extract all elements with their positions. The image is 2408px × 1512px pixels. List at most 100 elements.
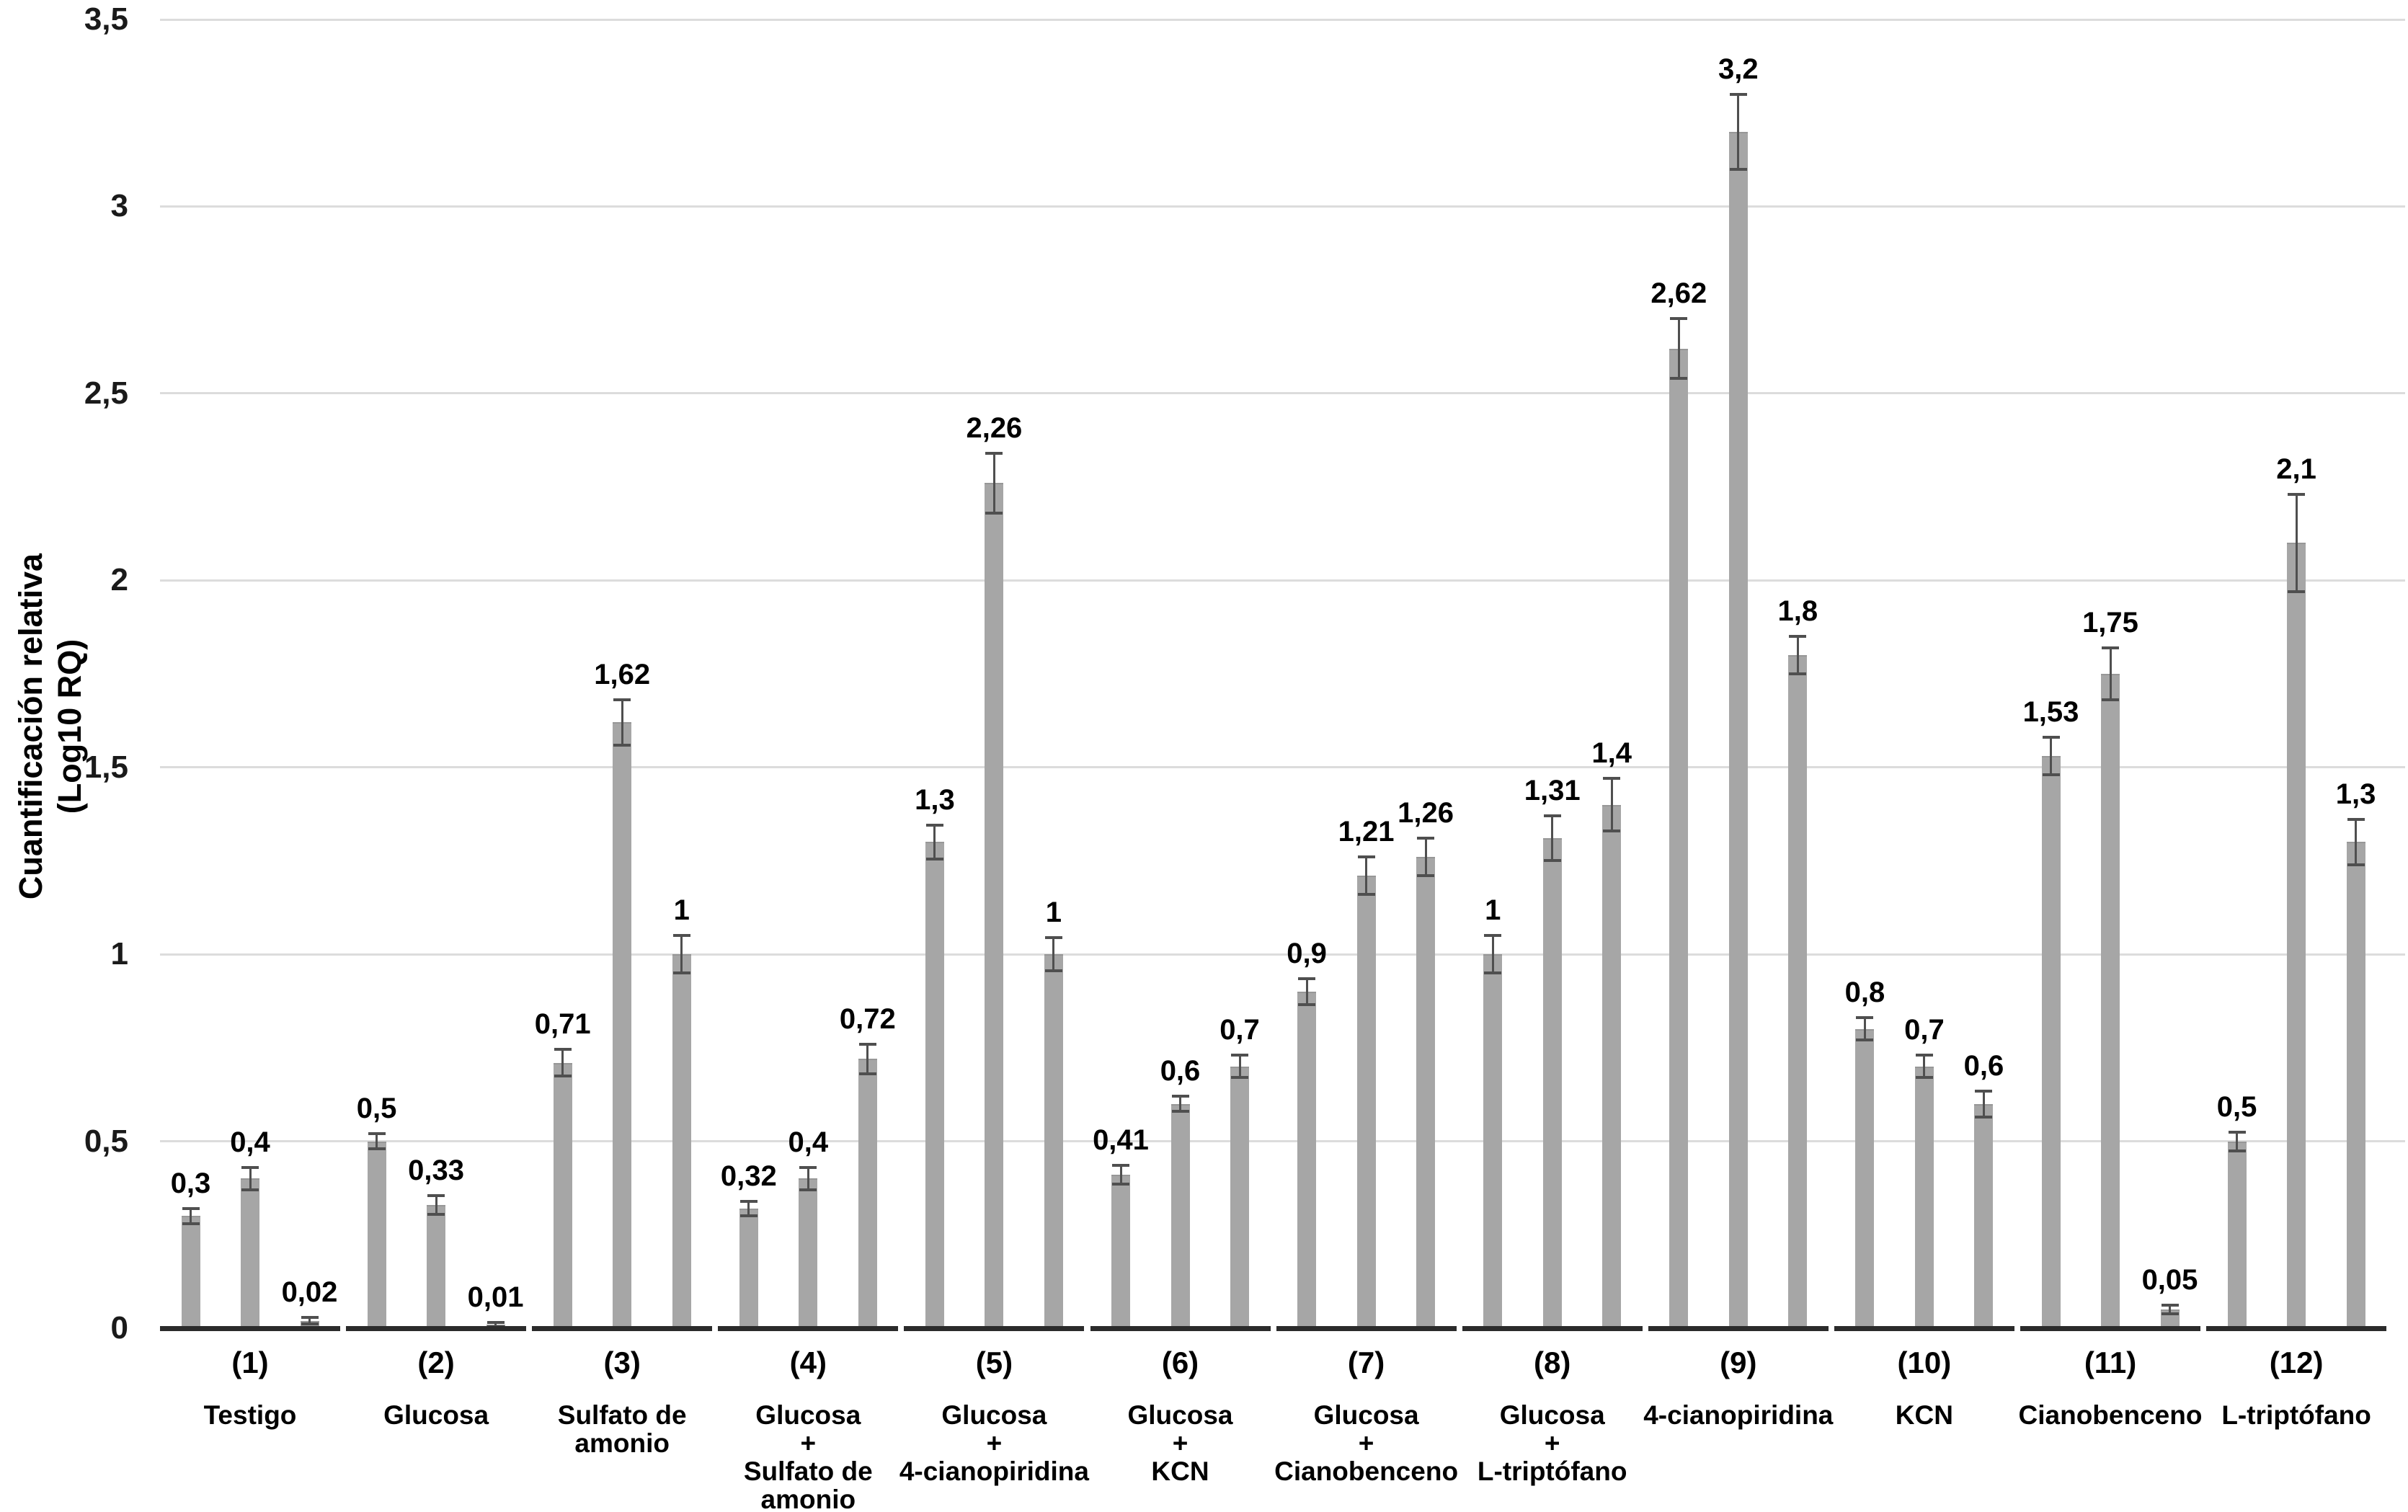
- bar: [1111, 1175, 1130, 1330]
- error-bar-cap-top: [1298, 977, 1316, 980]
- bar: [1788, 655, 1808, 1330]
- error-bar-cap-bottom: [925, 857, 943, 860]
- bar: [1728, 131, 1748, 1330]
- error-bar-cap-top: [672, 934, 690, 938]
- gridline: [160, 1140, 2405, 1143]
- error-bar-cap-top: [1484, 934, 1502, 938]
- error-bar-line: [1737, 94, 1740, 169]
- error-bar-line: [1119, 1165, 1122, 1185]
- error-bar-cap-top: [2347, 818, 2365, 822]
- y-tick-label: 2,5: [84, 375, 128, 411]
- bar: [1542, 838, 1562, 1330]
- error-bar-cap-bottom: [1975, 1115, 1993, 1119]
- group-axis-segment: [1648, 1326, 1829, 1331]
- error-bar-line: [1491, 935, 1494, 974]
- y-tick-label: 1,5: [84, 749, 128, 785]
- error-bar-cap-bottom: [739, 1214, 758, 1218]
- group-number-label: (11): [2084, 1346, 2137, 1379]
- error-bar-line: [1796, 636, 1799, 674]
- error-bar-cap-bottom: [241, 1188, 259, 1192]
- error-bar-line: [680, 935, 683, 974]
- group-number-label: (3): [603, 1346, 641, 1379]
- error-bar-line: [1238, 1055, 1241, 1078]
- group-axis-segment: [346, 1326, 527, 1331]
- value-label: 0,4: [230, 1126, 270, 1158]
- bar: [1170, 1103, 1190, 1330]
- bar: [985, 483, 1004, 1330]
- error-bar-cap-bottom: [1044, 969, 1062, 973]
- error-bar-cap-bottom: [1789, 672, 1807, 675]
- bar: [739, 1208, 758, 1330]
- error-bar-cap-bottom: [368, 1147, 386, 1150]
- group-name-label: Sulfato de: [557, 1400, 687, 1430]
- value-label: 0,9: [1287, 937, 1327, 969]
- y-tick-label: 0,5: [84, 1123, 128, 1159]
- error-bar-cap-top: [1789, 635, 1807, 639]
- error-bar-line: [2050, 737, 2052, 775]
- bar: [553, 1062, 572, 1330]
- group-axis-segment: [532, 1326, 713, 1331]
- group-axis-segment: [1276, 1326, 1457, 1331]
- value-label: 0,4: [788, 1126, 829, 1158]
- error-bar-cap-top: [799, 1165, 817, 1169]
- group-name-label: +: [1358, 1428, 1374, 1458]
- bar: [2287, 543, 2306, 1330]
- value-label: 0,05: [2141, 1263, 2198, 1296]
- error-bar-cap-top: [1044, 935, 1062, 939]
- bar: [2101, 674, 2120, 1330]
- group-name-label: +: [1544, 1428, 1560, 1458]
- value-label: 0,5: [2216, 1090, 2257, 1123]
- group-name-label: amonio: [760, 1485, 856, 1512]
- error-bar-cap-bottom: [1670, 377, 1688, 381]
- error-bar-cap-bottom: [1171, 1110, 1189, 1113]
- error-bar-cap-bottom: [2161, 1312, 2179, 1316]
- error-bar-line: [1982, 1090, 1985, 1117]
- value-label: 0,01: [467, 1281, 524, 1313]
- error-bar-cap-top: [2042, 736, 2060, 739]
- group-number-label: (6): [1161, 1346, 1199, 1379]
- error-bar-cap-top: [554, 1048, 572, 1051]
- bar: [1356, 876, 1376, 1330]
- group-name-label: Testigo: [203, 1400, 297, 1430]
- group-axis-segment: [1462, 1326, 1643, 1331]
- error-bar-cap-top: [1915, 1054, 1933, 1057]
- value-label: 0,7: [1219, 1014, 1260, 1046]
- error-bar-line: [621, 700, 623, 745]
- error-bar-line: [2169, 1304, 2171, 1315]
- gridline: [160, 18, 2405, 21]
- group-name-label: +: [800, 1428, 817, 1458]
- error-bar-line: [376, 1134, 378, 1149]
- error-bar-cap-top: [1112, 1164, 1129, 1168]
- error-bar-cap-bottom: [1112, 1183, 1129, 1186]
- error-bar-cap-top: [858, 1042, 876, 1046]
- error-bar-cap-bottom: [1298, 1003, 1316, 1007]
- error-bar-cap-top: [1231, 1054, 1248, 1057]
- bar: [1483, 954, 1503, 1330]
- error-bar-cap-bottom: [2347, 863, 2365, 866]
- error-bar-line: [308, 1317, 311, 1324]
- error-bar-line: [249, 1167, 252, 1191]
- error-bar-line: [992, 453, 995, 513]
- value-label: 1: [673, 894, 690, 927]
- group-axis-segment: [1834, 1326, 2014, 1331]
- gridline: [160, 579, 2405, 582]
- error-bar-cap-bottom: [1915, 1076, 1933, 1080]
- error-bar-line: [1424, 838, 1427, 876]
- value-label: 2,62: [1650, 277, 1707, 310]
- error-bar-line: [190, 1208, 192, 1224]
- error-bar-line: [807, 1167, 809, 1191]
- error-bar-line: [866, 1044, 869, 1075]
- group-name-label: KCN: [1895, 1400, 1953, 1430]
- group-name-label: Glucosa: [755, 1400, 861, 1430]
- error-bar-cap-bottom: [1484, 971, 1502, 975]
- error-bar-line: [561, 1049, 564, 1076]
- group-name-label: Cianobenceno: [2018, 1400, 2203, 1430]
- bar: [1855, 1028, 1875, 1330]
- group-name-label: amonio: [574, 1428, 670, 1458]
- value-label: 0,72: [839, 1002, 896, 1035]
- group-name-label: +: [986, 1428, 1003, 1458]
- value-label: 0,3: [170, 1167, 211, 1199]
- value-label: 3,2: [1718, 53, 1759, 85]
- error-bar-cap-bottom: [1603, 829, 1621, 832]
